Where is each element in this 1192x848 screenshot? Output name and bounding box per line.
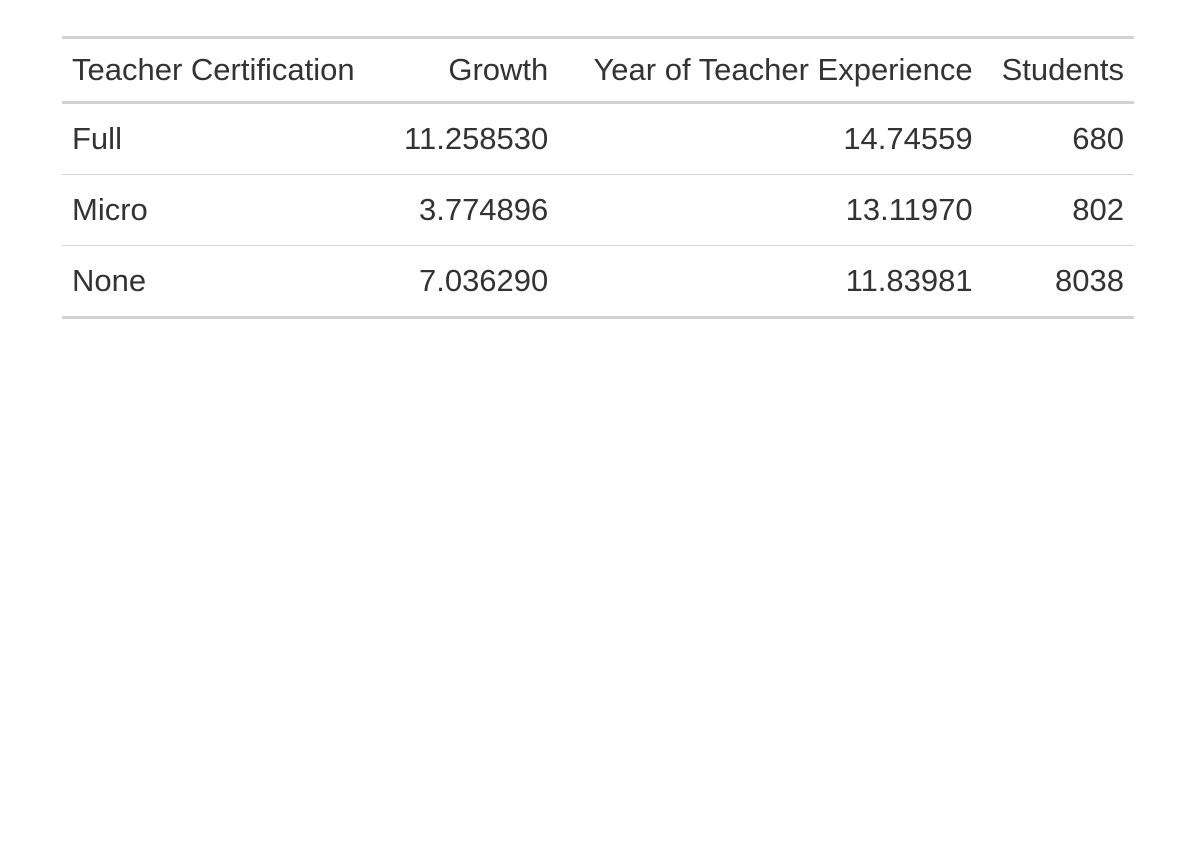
column-header-growth: Growth	[448, 52, 549, 87]
cell-growth: 3.774896	[418, 192, 549, 227]
cell-students: 8038	[1055, 263, 1124, 298]
cell-growth: 7.036290	[418, 263, 549, 298]
table-row: Micro 3.774896 13.11970 802	[62, 175, 1134, 246]
cell-teacher-certification: Micro	[72, 192, 148, 227]
header-row: Teacher Certification Growth Year of Tea…	[62, 37, 1134, 103]
cell-teacher-certification: None	[72, 263, 147, 298]
column-header-students: Students	[1001, 52, 1124, 87]
column-header-year-of-teacher-experience: Year of Teacher Experience	[593, 52, 973, 87]
cell-teacher-certification: Full	[72, 121, 122, 156]
table-row: Full 11.258530 14.74559 680	[62, 103, 1134, 175]
cell-growth: 11.258530	[404, 121, 549, 156]
table-row: None 7.036290 11.83981 8038	[62, 246, 1134, 318]
column-header-teacher-certification: Teacher Certification	[72, 52, 355, 87]
data-table-container: Teacher Certification Growth Year of Tea…	[62, 36, 1134, 319]
cell-students: 680	[1072, 121, 1124, 156]
cell-year-of-teacher-experience: 13.11970	[845, 192, 973, 227]
cell-year-of-teacher-experience: 14.74559	[843, 121, 973, 156]
cell-students: 802	[1072, 192, 1124, 227]
cell-year-of-teacher-experience: 11.83981	[845, 263, 973, 298]
data-table: Teacher Certification Growth Year of Tea…	[62, 36, 1134, 319]
